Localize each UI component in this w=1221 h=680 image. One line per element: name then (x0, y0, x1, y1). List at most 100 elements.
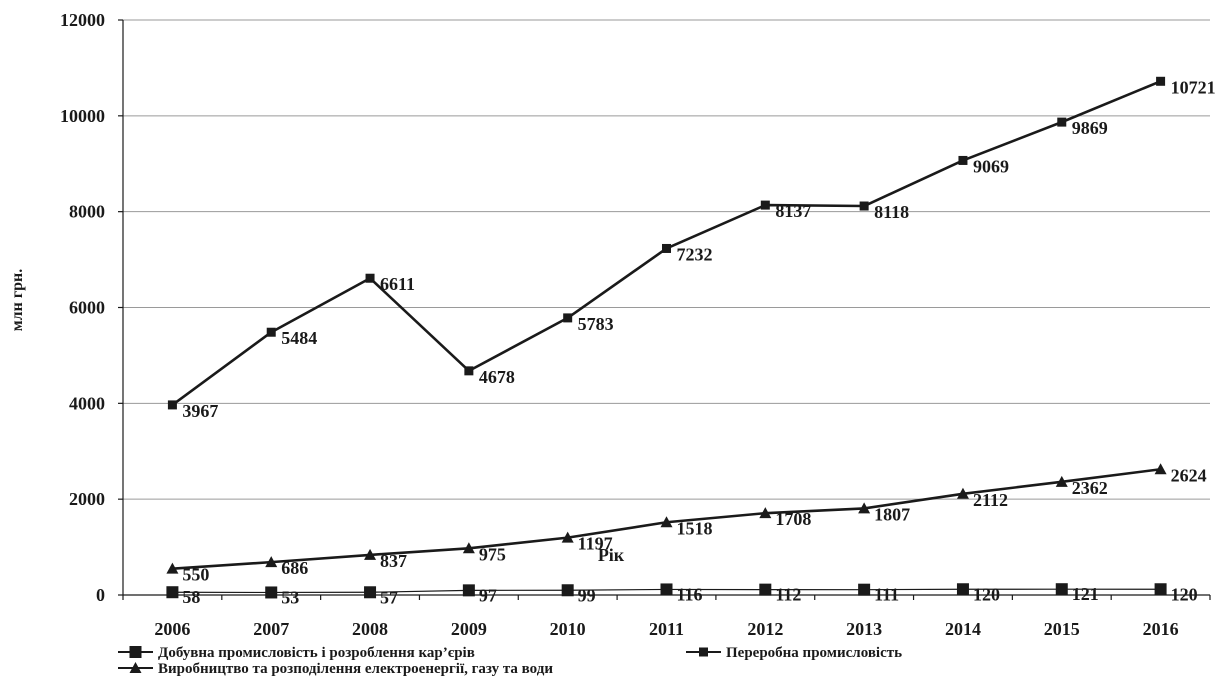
legend-marker (129, 646, 142, 658)
series-line (171, 80, 1162, 406)
data-label: 111 (874, 585, 899, 605)
y-tick-label: 8000 (69, 202, 105, 222)
data-label: 8118 (874, 202, 909, 222)
data-label: 6611 (380, 274, 415, 294)
data-label: 57 (380, 587, 398, 607)
data-point (364, 586, 377, 599)
legend-label: Добувна промисловість і розроблення кар’… (158, 645, 475, 661)
data-label: 58 (182, 587, 200, 607)
data-label: 116 (677, 584, 703, 604)
data-label: 5484 (281, 328, 317, 348)
data-point (759, 507, 772, 519)
data-label: 120 (1171, 584, 1198, 604)
data-label: 53 (281, 587, 299, 607)
data-point (760, 200, 770, 210)
data-label: 2362 (1072, 478, 1108, 498)
data-point (858, 583, 871, 596)
y-tick-label: 4000 (69, 393, 105, 413)
data-label: 9869 (1072, 118, 1108, 138)
y-tick-label: 2000 (69, 489, 105, 509)
data-point (660, 583, 673, 596)
y-tick-label: 10000 (60, 106, 105, 126)
data-point (759, 583, 772, 596)
data-point (166, 586, 179, 599)
data-point (1057, 117, 1067, 127)
legend-marker (129, 662, 142, 673)
data-point (660, 516, 673, 528)
data-point (266, 327, 276, 337)
data-point (958, 155, 968, 165)
gridlines (123, 19, 1210, 500)
data-label: 4678 (479, 367, 515, 387)
data-point (1055, 583, 1068, 596)
data-label: 975 (479, 544, 506, 564)
data-label: 2112 (973, 490, 1008, 510)
data-label: 1708 (775, 509, 811, 529)
data-label: 9069 (973, 156, 1009, 176)
x-tick-label: 2015 (1044, 619, 1080, 639)
x-tick-label: 2010 (550, 619, 586, 639)
axes (118, 19, 1211, 600)
y-tick-label: 12000 (60, 10, 105, 30)
data-point (561, 531, 574, 543)
data-point (1154, 463, 1167, 475)
data-point (365, 273, 375, 283)
data-point (956, 487, 969, 499)
legend-label: Переробна промисловість (726, 645, 902, 661)
x-tick-label: 2006 (154, 619, 190, 639)
data-point (265, 586, 278, 599)
data-label: 112 (775, 585, 801, 605)
data-point (1055, 475, 1068, 487)
data-labels: 58 53 57 97 99 116 112 111 120 121 120 3967 5484 6611… (182, 77, 1215, 607)
x-tick-label: 2009 (451, 619, 487, 639)
data-point (265, 556, 278, 568)
data-point (364, 548, 377, 560)
x-tick-label: 2012 (747, 619, 783, 639)
series (166, 76, 1167, 599)
data-label: 10721 (1171, 77, 1216, 97)
data-point (462, 542, 475, 554)
data-label: 99 (578, 585, 596, 605)
data-label: 1807 (874, 504, 910, 524)
data-label: 8137 (775, 201, 811, 221)
y-tick-labels: 0 2000 4000 6000 8000 10000 12000 (60, 10, 105, 605)
data-point (1154, 583, 1167, 596)
x-tick-label: 2007 (253, 619, 289, 639)
x-tick-label: 2014 (945, 619, 981, 639)
data-label: 97 (479, 585, 497, 605)
y-tick-label: 6000 (69, 298, 105, 318)
x-tick-label: 2013 (846, 619, 882, 639)
data-label: 550 (182, 565, 209, 585)
x-tick-label: 2016 (1143, 619, 1179, 639)
data-point (859, 201, 869, 211)
x-tick-labels: 2006 2007 2008 2009 2010 2011 2012 2013 2014 2015… (154, 619, 1178, 639)
data-point (662, 243, 671, 253)
data-label: 2624 (1171, 465, 1207, 485)
data-label: 3967 (182, 401, 218, 421)
data-point (166, 562, 179, 574)
data-point (167, 400, 177, 410)
data-point (1156, 76, 1166, 86)
data-label: 1197 (578, 534, 613, 554)
data-point (561, 584, 574, 597)
data-label: 7232 (677, 244, 713, 264)
x-tick-label: 2011 (649, 619, 684, 639)
data-point (464, 366, 474, 376)
data-label: 121 (1072, 584, 1099, 604)
data-label: 1518 (677, 518, 713, 538)
data-label: 5783 (578, 314, 614, 334)
legend-marker (699, 647, 708, 657)
data-label: 837 (380, 551, 407, 571)
legend-label: Виробництво та розподілення електроенерг… (158, 661, 553, 677)
data-point (858, 502, 871, 514)
data-label: 686 (281, 558, 308, 578)
data-point (563, 313, 573, 323)
legend: Добувна промисловість і розроблення кар’… (118, 645, 902, 677)
data-label: 120 (973, 584, 1000, 604)
data-point (462, 584, 475, 597)
data-point (956, 583, 969, 596)
y-axis-title: млн грн. (9, 269, 26, 331)
x-axis-title: Рік (598, 545, 625, 565)
y-tick-label: 0 (96, 585, 105, 605)
